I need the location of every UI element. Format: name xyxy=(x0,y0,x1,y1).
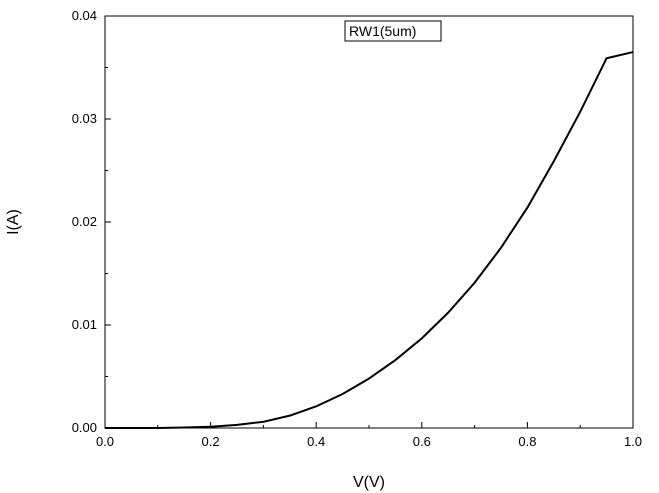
x-tick-label: 0.6 xyxy=(413,434,431,449)
legend-box xyxy=(344,20,442,42)
x-tick-label: 0.0 xyxy=(96,434,114,449)
x-axis-title: V(V) xyxy=(353,474,385,491)
legend-label: RW1(5um) xyxy=(349,23,416,39)
x-tick-label: 0.4 xyxy=(307,434,325,449)
y-tick-label: 0.04 xyxy=(72,8,97,23)
y-tick-label: 0.00 xyxy=(72,420,97,435)
y-tick-label: 0.01 xyxy=(72,317,97,332)
x-tick-label: 0.2 xyxy=(202,434,220,449)
series-line-rw1 xyxy=(105,51,634,429)
x-tick-label: 1.0 xyxy=(624,434,642,449)
plot-frame xyxy=(104,15,634,429)
legend: RW1(5um) xyxy=(344,20,442,42)
x-tick-label: 0.8 xyxy=(518,434,536,449)
y-tick-label: 0.03 xyxy=(72,111,97,126)
y-axis-ticks xyxy=(105,15,111,429)
x-axis-tick-labels: 0.0 0.2 0.4 0.6 0.8 1.0 xyxy=(96,434,642,449)
y-tick-label: 0.02 xyxy=(72,214,97,229)
y-axis-tick-labels: 0.00 0.01 0.02 0.03 0.04 xyxy=(72,8,97,435)
y-axis-title: I(A) xyxy=(5,209,22,235)
